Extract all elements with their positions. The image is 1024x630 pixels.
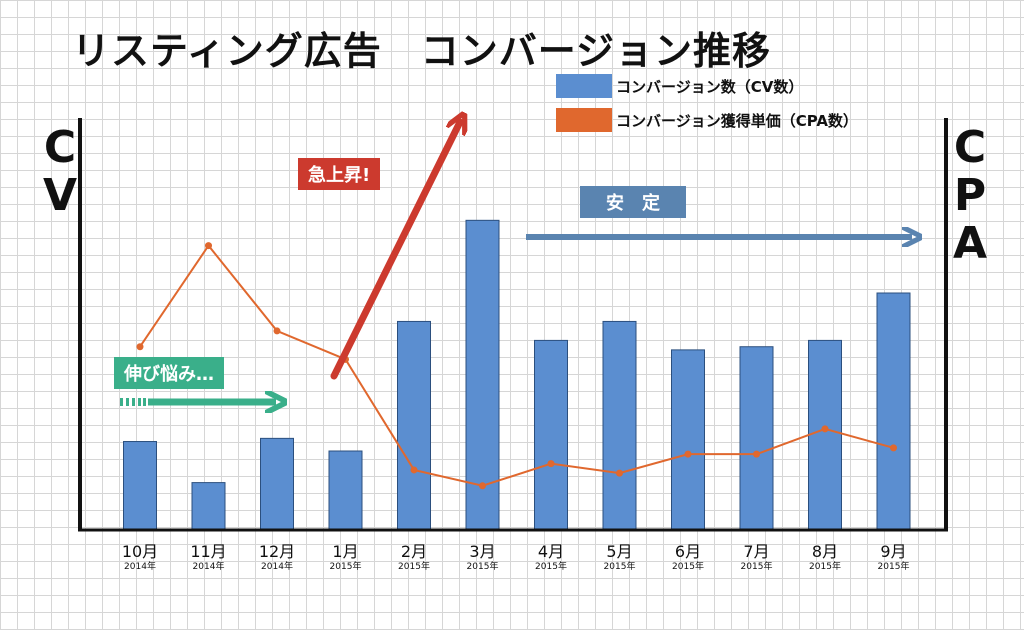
legend-label-cpa: コンバージョン獲得単価（CPA数） xyxy=(616,111,858,130)
x-tick-year: 2014年 xyxy=(124,560,156,572)
x-tick-year: 2015年 xyxy=(535,560,567,572)
x-tick-year: 2015年 xyxy=(741,560,773,572)
x-tick-label: 11月 xyxy=(190,542,226,561)
left-axis-letter: C xyxy=(43,122,77,173)
cpa-point xyxy=(479,482,486,490)
cv-bar xyxy=(260,437,294,531)
cv-bar xyxy=(739,346,774,531)
cpa-point xyxy=(890,444,897,452)
legend-item-cv: コンバージョン数（CV数） xyxy=(556,74,858,98)
cv-bar xyxy=(397,320,431,531)
x-tick-year: 2015年 xyxy=(467,560,499,572)
x-tick-year: 2015年 xyxy=(672,560,704,572)
cv-bar xyxy=(123,441,157,531)
x-tick-year: 2015年 xyxy=(878,560,910,572)
right-axis-letter: P xyxy=(953,170,987,221)
surge-arrow xyxy=(330,122,460,380)
x-tick-year: 2014年 xyxy=(193,560,225,572)
cpa-point xyxy=(753,450,760,458)
x-tick-year: 2014年 xyxy=(261,560,293,572)
left-axis-label: C V xyxy=(40,124,80,220)
cpa-point xyxy=(547,460,555,468)
x-tick-label: 10月 xyxy=(122,542,158,561)
x-tick-label: 4月 xyxy=(538,542,564,561)
cv-bar xyxy=(671,349,705,531)
legend: コンバージョン数（CV数） コンバージョン獲得単価（CPA数） xyxy=(556,74,858,142)
stagnant-callout: 伸び悩み… xyxy=(114,357,224,389)
right-axis-label: C P A xyxy=(950,124,990,268)
x-tick-label: 8月 xyxy=(812,542,838,561)
x-tick-label: 5月 xyxy=(606,542,632,561)
cpa-point xyxy=(821,425,829,433)
chart-title: リスティング広告 コンバージョン推移 xyxy=(72,29,771,73)
cv-bar xyxy=(191,482,226,531)
x-tick-year: 2015年 xyxy=(604,560,636,572)
x-tick-label: 3月 xyxy=(469,542,495,561)
x-tick-label: 1月 xyxy=(332,542,358,561)
legend-swatch-cv xyxy=(556,74,612,98)
cv-bar xyxy=(876,292,911,531)
stable-callout: 安 定 xyxy=(580,186,686,218)
cpa-point xyxy=(205,242,212,250)
x-tick-label: 12月 xyxy=(259,542,295,561)
x-tick-label: 6月 xyxy=(675,542,701,561)
cpa-series-line xyxy=(139,243,894,487)
cv-bar xyxy=(465,219,500,531)
legend-swatch-cpa xyxy=(556,108,612,132)
x-tick-year: 2015年 xyxy=(330,560,362,572)
surge-callout: 急上昇! xyxy=(298,158,381,190)
cv-bar xyxy=(602,320,637,531)
cpa-point xyxy=(273,327,281,335)
right-axis-letter: A xyxy=(952,218,988,269)
stagnant-arrow-tail xyxy=(120,398,146,406)
cpa-point xyxy=(410,466,418,474)
cpa-point xyxy=(136,343,144,351)
legend-item-cpa: コンバージョン獲得単価（CPA数） xyxy=(556,108,858,132)
x-tick-label: 7月 xyxy=(743,542,769,561)
cv-bar xyxy=(328,450,363,531)
x-tick-year: 2015年 xyxy=(809,560,841,572)
x-tick-year: 2015年 xyxy=(398,560,430,572)
cv-bar xyxy=(808,339,842,531)
cpa-point xyxy=(684,450,692,458)
cv-bar xyxy=(534,339,568,531)
legend-label-cv: コンバージョン数（CV数） xyxy=(616,77,804,96)
left-axis-letter: V xyxy=(42,170,78,221)
x-tick-label: 2月 xyxy=(401,542,427,561)
cpa-point xyxy=(616,469,623,477)
right-axis-letter: C xyxy=(953,122,987,173)
x-tick-label: 9月 xyxy=(880,542,906,561)
